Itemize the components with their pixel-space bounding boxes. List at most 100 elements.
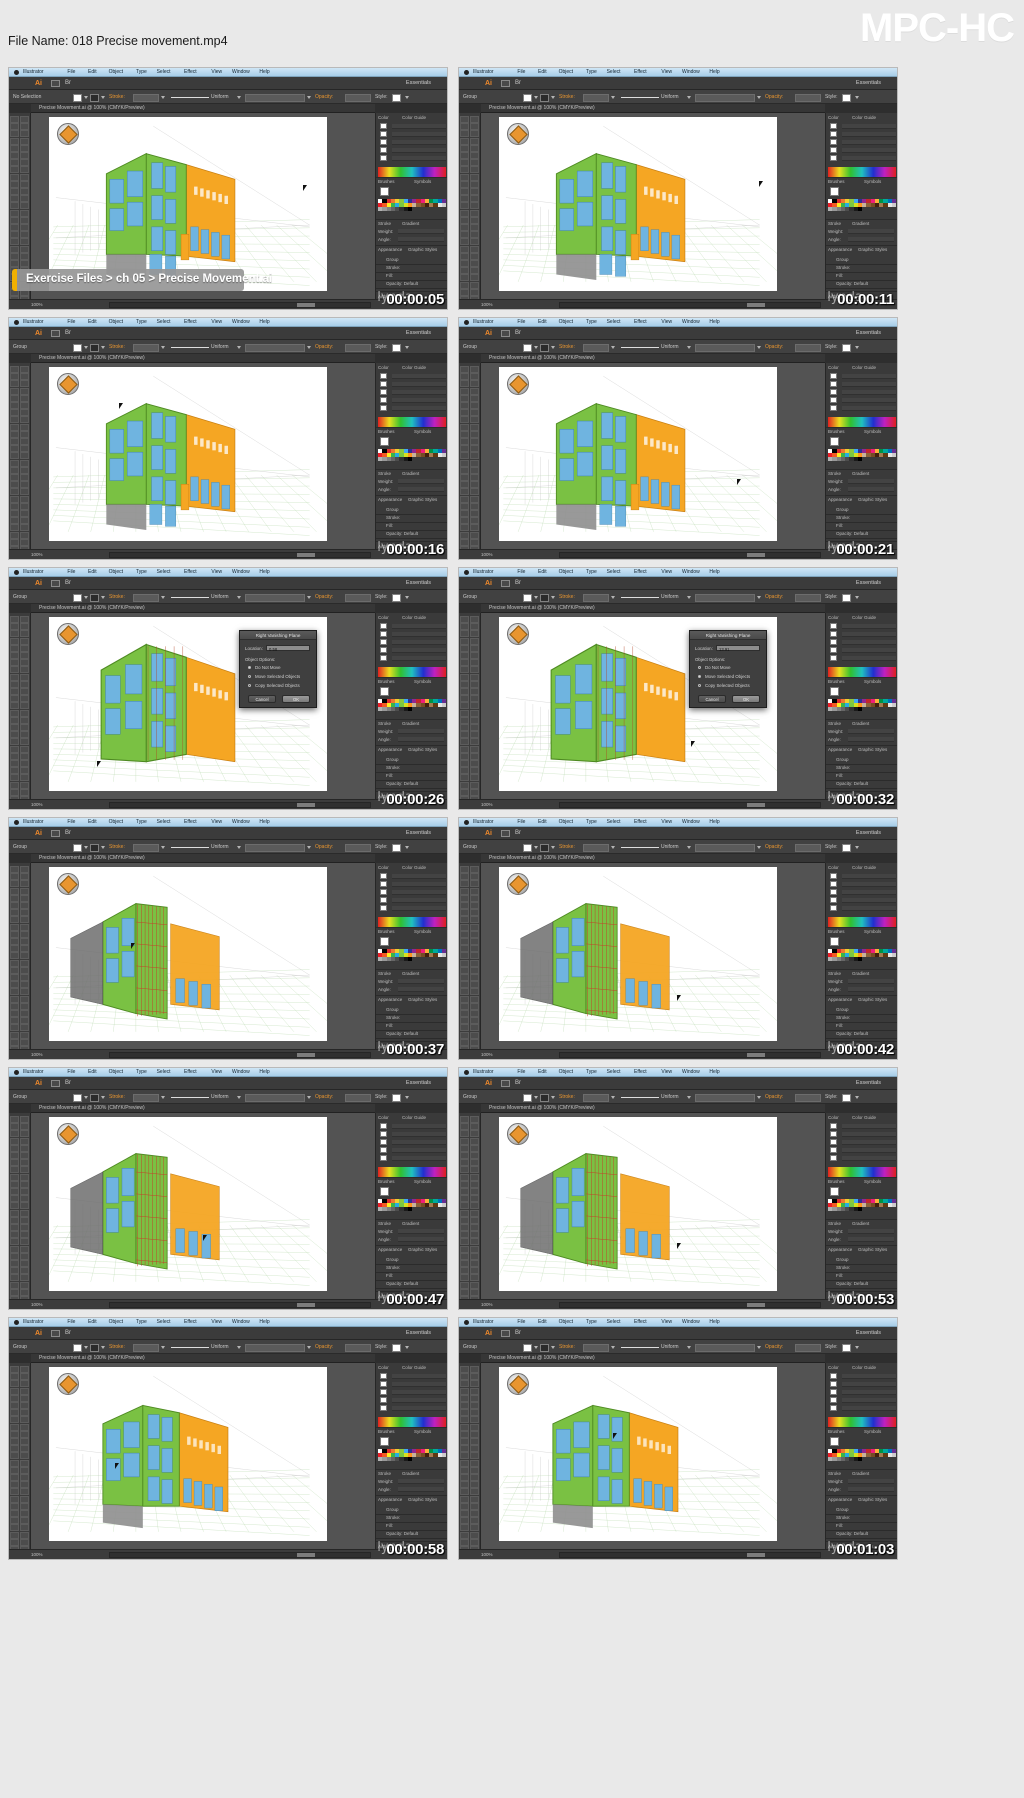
- tool-button[interactable]: [10, 123, 19, 131]
- tool-button[interactable]: [10, 659, 19, 667]
- swatch-cell[interactable]: [853, 703, 858, 707]
- swatch-cell[interactable]: [874, 199, 879, 203]
- stroke-weight-panel-field[interactable]: [848, 229, 894, 234]
- swatch-cell[interactable]: [832, 703, 837, 707]
- swatch-cell[interactable]: [399, 1453, 404, 1457]
- swatch-cell[interactable]: [420, 699, 425, 703]
- tool-button[interactable]: [470, 531, 479, 539]
- swatch-cell[interactable]: [828, 1203, 833, 1207]
- brush-default-swatch[interactable]: [830, 187, 839, 196]
- swatch-cell[interactable]: [836, 1207, 841, 1211]
- panel-tab-artboards[interactable]: Artboards: [828, 294, 848, 299]
- panel-tab-stroke[interactable]: Stroke: [828, 221, 842, 226]
- swatches-grid[interactable]: [378, 449, 446, 461]
- swatch-cell[interactable]: [866, 1199, 871, 1203]
- cancel-button[interactable]: Cancel: [248, 695, 276, 703]
- stroke-color-swatch[interactable]: [540, 1343, 549, 1352]
- swatch-cell[interactable]: [840, 957, 845, 961]
- swatch-cell[interactable]: [853, 207, 858, 211]
- tool-button[interactable]: [10, 738, 19, 746]
- panels-dock[interactable]: Color Color Guide Brushes Symbols Stroke Grad…: [825, 363, 897, 559]
- artboard[interactable]: [499, 1117, 777, 1291]
- brush-default-swatch[interactable]: [380, 1437, 389, 1446]
- tool-button[interactable]: [460, 1144, 469, 1152]
- tool-button[interactable]: [460, 630, 469, 638]
- tool-button[interactable]: [20, 1017, 29, 1025]
- workspace-switcher[interactable]: Essentials: [855, 80, 881, 86]
- swatch-cell[interactable]: [429, 1453, 434, 1457]
- tool-button[interactable]: [470, 745, 479, 753]
- tool-button[interactable]: [10, 1031, 19, 1039]
- brush-caret-icon[interactable]: [757, 1346, 761, 1349]
- tool-button[interactable]: [470, 1152, 479, 1159]
- menu-item-object[interactable]: Object: [108, 318, 124, 325]
- swatch-cell[interactable]: [378, 1199, 383, 1203]
- apple-menu-icon[interactable]: [464, 70, 469, 75]
- swatch-cell[interactable]: [412, 453, 417, 457]
- tool-button[interactable]: [20, 1260, 29, 1267]
- swatch-cell[interactable]: [853, 957, 858, 961]
- perspective-grid-widget[interactable]: [507, 1373, 529, 1395]
- tool-button[interactable]: [460, 1281, 469, 1289]
- stroke-profile-caret-icon[interactable]: [687, 846, 691, 849]
- swatch-cell[interactable]: [416, 1203, 421, 1207]
- swatch-cell[interactable]: [836, 703, 841, 707]
- color-slider-row[interactable]: [392, 874, 446, 879]
- swatch-cell[interactable]: [433, 953, 438, 957]
- tool-button[interactable]: [460, 274, 469, 282]
- tool-button[interactable]: [470, 1038, 479, 1046]
- tool-button[interactable]: [460, 423, 469, 431]
- tool-button[interactable]: [470, 781, 479, 789]
- tool-button[interactable]: [10, 1438, 19, 1445]
- swatch-cell[interactable]: [378, 207, 383, 211]
- brush-definition-field[interactable]: [695, 93, 755, 102]
- tool-button[interactable]: [10, 760, 19, 767]
- tool-button[interactable]: [470, 1466, 479, 1474]
- swatch-cell[interactable]: [386, 957, 391, 961]
- document-canvas[interactable]: [31, 1363, 375, 1549]
- tool-button[interactable]: [470, 623, 479, 631]
- menu-item-help[interactable]: Help: [259, 1068, 270, 1075]
- fill-color-swatch[interactable]: [73, 343, 82, 352]
- tool-button[interactable]: [20, 1288, 29, 1296]
- gradient-angle-field[interactable]: [398, 1487, 444, 1492]
- swatch-cell[interactable]: [441, 453, 446, 457]
- swatch-cell[interactable]: [429, 199, 434, 203]
- tool-button[interactable]: [470, 760, 479, 767]
- swatch-cell[interactable]: [429, 453, 434, 457]
- swatch-cell[interactable]: [407, 707, 412, 711]
- swatch-cell[interactable]: [437, 199, 442, 203]
- perspective-grid-widget[interactable]: [57, 373, 79, 395]
- panel-tab-layers[interactable]: Layers: [410, 544, 424, 549]
- panel-tab-graphic-styles[interactable]: Graphic Styles: [408, 1497, 438, 1502]
- tool-button[interactable]: [10, 1288, 19, 1296]
- swatch-cell[interactable]: [845, 207, 850, 211]
- swatch-cell[interactable]: [840, 453, 845, 457]
- swatch-cell[interactable]: [857, 207, 862, 211]
- stroke-profile-caret-icon[interactable]: [687, 596, 691, 599]
- tool-button[interactable]: [10, 1531, 19, 1539]
- stroke-dropdown-icon[interactable]: [551, 1346, 555, 1349]
- swatch-cell[interactable]: [403, 1449, 408, 1453]
- swatch-cell[interactable]: [891, 703, 896, 707]
- swatch-cell[interactable]: [420, 1453, 425, 1457]
- swatch-cell[interactable]: [407, 449, 412, 453]
- tool-button[interactable]: [20, 166, 29, 174]
- brush-default-swatch[interactable]: [830, 687, 839, 696]
- swatch-cell[interactable]: [832, 1203, 837, 1207]
- swatch-cell[interactable]: [403, 457, 408, 461]
- panel-tab-layers[interactable]: Layers: [860, 544, 874, 549]
- stroke-weight-panel-field[interactable]: [398, 229, 444, 234]
- tool-button[interactable]: [20, 673, 29, 681]
- tool-button[interactable]: [10, 1402, 19, 1409]
- swatch-cell[interactable]: [849, 953, 854, 957]
- menu-item-help[interactable]: Help: [709, 818, 720, 825]
- tool-button[interactable]: [20, 774, 29, 782]
- swatch-cell[interactable]: [399, 949, 404, 953]
- tool-button[interactable]: [10, 709, 19, 717]
- tool-button[interactable]: [460, 1260, 469, 1267]
- menu-item-effect[interactable]: Effect: [184, 1068, 197, 1075]
- color-slider-swatch[interactable]: [380, 1155, 387, 1161]
- tool-button[interactable]: [460, 1373, 469, 1381]
- apple-menu-icon[interactable]: [464, 570, 469, 575]
